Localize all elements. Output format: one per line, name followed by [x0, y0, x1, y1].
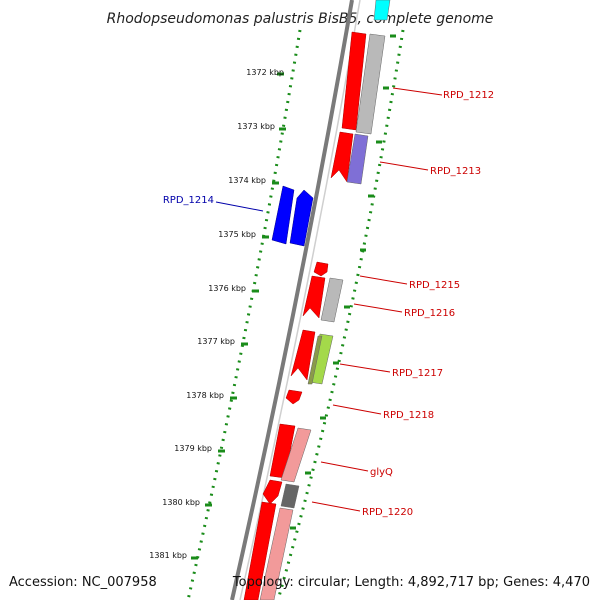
gene-label-rpd-1220: RPD_1220: [362, 507, 413, 518]
gene-label-rpd-1216: RPD_1216: [404, 308, 455, 319]
forward-cds-track: [243, 31, 367, 600]
genome-summary-text: Topology: circular; Length: 4,892,717 bp…: [232, 575, 590, 590]
genome-backbone: [230, 0, 354, 600]
tick-label: 1381 kbp: [149, 551, 187, 560]
cds-rpd-1220: [262, 479, 283, 505]
cds-rpd-1213: [330, 131, 354, 183]
cds-rpd-1216: [302, 275, 326, 319]
tick-label: 1378 kbp: [186, 391, 224, 400]
tick-label: 1374 kbp: [228, 176, 266, 185]
gene-label-rpd-1217: RPD_1217: [392, 368, 443, 379]
tick-label: 1372 kbp: [246, 68, 284, 77]
cds-rpd-1215: [313, 261, 329, 277]
tick-label: 1380 kbp: [162, 498, 200, 507]
gene-label-glyq: glyQ: [370, 467, 393, 478]
cds-rpd-1214-b: [289, 189, 314, 247]
gene-label-rpd-1215: RPD_1215: [409, 280, 460, 291]
inner-ring-dashes: [290, 34, 396, 530]
tick-labels: 1372 kbp 1373 kbp 1374 kbp 1375 kbp 1376…: [149, 68, 284, 560]
inner-dotted-ring: [276, 29, 405, 600]
cds-rpd-1214-a: [271, 185, 295, 245]
cds-rpd-1217: [290, 329, 316, 381]
cog-track: [259, 0, 391, 600]
cds-rpd-1212: [341, 31, 367, 131]
gene-labels: RPD_1212 RPD_1213 RPD_1214 RPD_1215 RPD_…: [163, 90, 494, 518]
tick-label: 1379 kbp: [174, 444, 212, 453]
tick-label: 1375 kbp: [218, 230, 256, 239]
tick-label: 1373 kbp: [237, 122, 275, 131]
accession-text: Accession: NC_007958: [9, 575, 157, 590]
label-leaders: [215, 87, 443, 512]
tick-label: 1377 kbp: [197, 337, 235, 346]
cds-rpd-1218: [285, 389, 303, 405]
map-title: Rhodopseudomonas palustris BisB5, comple…: [107, 11, 494, 27]
reverse-cds-track: [271, 185, 314, 247]
genome-backbone-inner: [239, 0, 361, 600]
gene-label-rpd-1213: RPD_1213: [430, 166, 481, 177]
tick-label: 1376 kbp: [208, 284, 246, 293]
gene-label-rpd-1214: RPD_1214: [163, 195, 214, 206]
cds-next: [243, 501, 277, 600]
outer-dotted-ring: [186, 29, 302, 600]
tick-marks: [191, 72, 286, 560]
gene-label-rpd-1218: RPD_1218: [383, 410, 434, 421]
gene-label-rpd-1212: RPD_1212: [443, 90, 494, 101]
